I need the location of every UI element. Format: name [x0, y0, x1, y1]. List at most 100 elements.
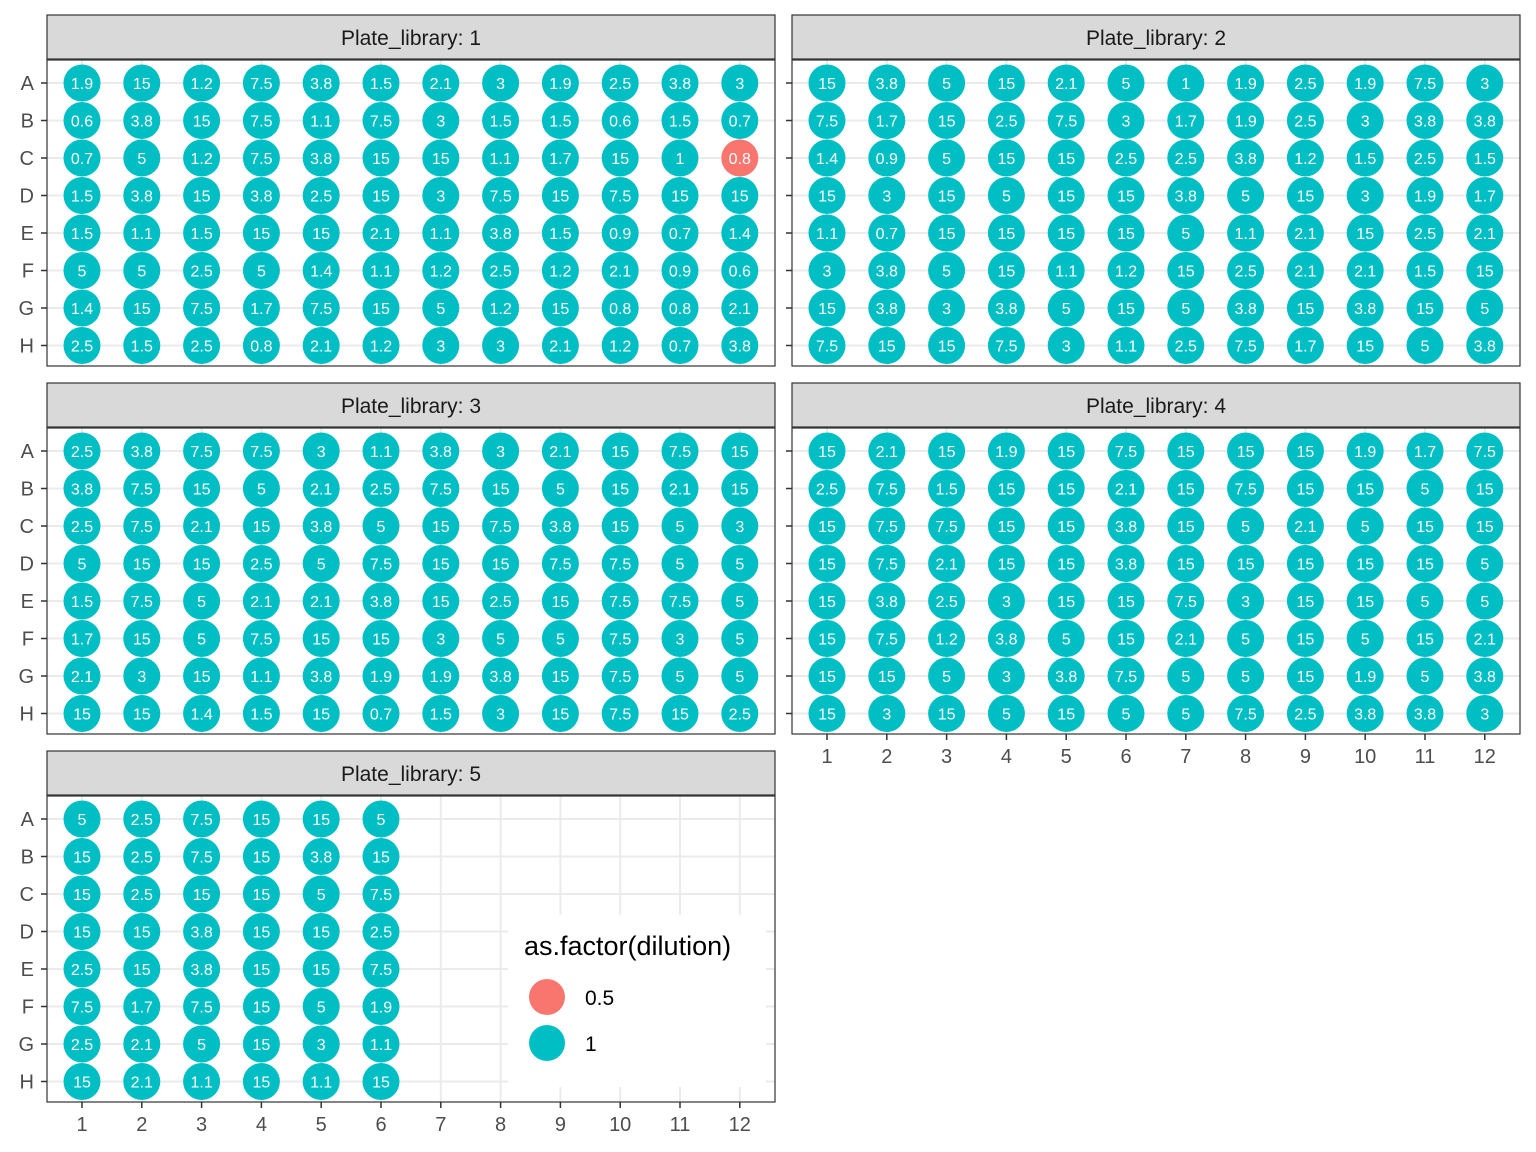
- well-value-label: 1.2: [370, 339, 392, 356]
- well-value-label: 7.5: [250, 632, 272, 649]
- well-value-label: 3: [1480, 707, 1489, 724]
- well-point-A4: [242, 432, 280, 470]
- well-value-label: 3: [137, 669, 146, 686]
- x-tick-label: 4: [256, 1114, 267, 1136]
- well-point-G2: [123, 1025, 161, 1063]
- well-value-label: 5: [1361, 519, 1370, 536]
- well-point-E12: [721, 582, 759, 620]
- well-value-label: 15: [938, 707, 956, 724]
- well-value-label: 2.1: [1115, 482, 1137, 499]
- well-point-A6: [362, 800, 400, 838]
- well-value-label: 15: [253, 812, 271, 829]
- y-tick-label: G: [18, 298, 34, 320]
- well-point-B10: [601, 102, 639, 139]
- well-point-A3: [183, 64, 221, 102]
- well-value-label: 7.5: [1175, 594, 1197, 611]
- well-value-label: 3.8: [876, 301, 898, 318]
- well-point-E3: [183, 214, 221, 252]
- well-point-C8: [1227, 507, 1265, 545]
- well-value-label: 15: [1117, 594, 1135, 611]
- well-point-D1: [808, 545, 846, 582]
- well-value-label: 5: [942, 76, 951, 93]
- well-value-label: 2.1: [190, 519, 212, 536]
- well-point-D6: [1107, 545, 1145, 582]
- well-value-label: 1.5: [71, 594, 93, 611]
- well-value-label: 15: [1356, 594, 1374, 611]
- well-point-A4: [987, 432, 1025, 470]
- well-value-label: 15: [1356, 557, 1374, 574]
- well-point-A1: [63, 800, 101, 838]
- well-point-H11: [1406, 327, 1444, 364]
- well-point-G7: [1167, 657, 1205, 695]
- well-point-E6: [362, 950, 400, 988]
- well-value-label: 5: [257, 482, 266, 499]
- panel-plot-area: [47, 60, 775, 366]
- well-value-label: 7.5: [131, 519, 153, 536]
- well-value-label: 2.1: [549, 444, 571, 461]
- well-value-label: 2.5: [71, 1037, 93, 1054]
- well-value-label: 2.1: [729, 301, 751, 318]
- well-value-label: 5: [317, 887, 326, 904]
- well-value-label: 7.5: [1474, 444, 1496, 461]
- well-point-D10: [1346, 545, 1384, 582]
- well-value-label: 1.2: [190, 76, 212, 93]
- panel-strip: [46, 750, 776, 796]
- well-value-label: 1.1: [816, 226, 838, 243]
- well-point-C1: [63, 139, 101, 177]
- well-point-G9: [541, 289, 579, 327]
- x-tick-label: 5: [316, 1114, 327, 1136]
- well-point-E11: [661, 582, 699, 620]
- well-point-C6: [1107, 139, 1145, 177]
- well-value-label: 3: [735, 76, 744, 93]
- well-value-label: 1.1: [250, 669, 272, 686]
- well-point-E1: [63, 950, 101, 988]
- well-point-A10: [1346, 432, 1384, 470]
- well-point-C5: [302, 507, 340, 545]
- well-value-label: 2.5: [190, 339, 212, 356]
- panel-2: Plate_library: 2 15 3.8 5 15 2.1 5 1 1.9 2.5 1.9 7.…: [786, 14, 1521, 367]
- well-point-C9: [541, 139, 579, 177]
- well-point-A12: [721, 64, 759, 102]
- well-value-label: 1.5: [131, 339, 153, 356]
- well-point-E8: [482, 214, 520, 252]
- well-value-label: 3.8: [310, 519, 332, 536]
- well-value-label: 2.5: [816, 482, 838, 499]
- well-point-G1: [63, 1025, 101, 1063]
- well-point-D3: [183, 545, 221, 582]
- well-value-label: 5: [676, 519, 685, 536]
- well-point-D3: [928, 545, 966, 582]
- well-value-label: 15: [1297, 482, 1315, 499]
- well-point-D6: [362, 177, 400, 214]
- well-value-label: 5: [1421, 669, 1430, 686]
- well-point-C5: [1047, 139, 1085, 177]
- well-point-E2: [123, 214, 161, 252]
- well-point-G2: [868, 657, 906, 695]
- well-point-F4: [242, 988, 280, 1025]
- well-value-label: 2.5: [1175, 339, 1197, 356]
- well-value-label: 1.9: [71, 76, 93, 93]
- well-point-F1: [63, 252, 101, 289]
- well-value-label: 3.8: [250, 189, 272, 206]
- well-value-label: 15: [372, 1075, 390, 1092]
- well-value-label: 3.8: [131, 114, 153, 131]
- well-point-C7: [1167, 139, 1205, 177]
- well-value-label: 2.5: [489, 594, 511, 611]
- well-point-H6: [362, 327, 400, 364]
- well-value-label: 1.5: [549, 226, 571, 243]
- well-point-F11: [1406, 252, 1444, 289]
- well-point-G5: [1047, 657, 1085, 695]
- well-point-D2: [868, 177, 906, 214]
- well-value-label: 7.5: [250, 114, 272, 131]
- well-value-label: 1.5: [250, 707, 272, 724]
- well-point-A2: [868, 432, 906, 470]
- well-value-label: 3: [1480, 76, 1489, 93]
- well-value-label: 5: [676, 669, 685, 686]
- y-tick-label: F: [22, 997, 34, 1019]
- well-value-label: 3.8: [310, 76, 332, 93]
- well-value-label: 2.1: [310, 339, 332, 356]
- well-point-H1: [63, 1063, 101, 1100]
- well-value-label: 7.5: [609, 707, 631, 724]
- well-point-D1: [63, 545, 101, 582]
- y-tick-label: C: [20, 884, 34, 906]
- well-value-label: 5: [1122, 76, 1131, 93]
